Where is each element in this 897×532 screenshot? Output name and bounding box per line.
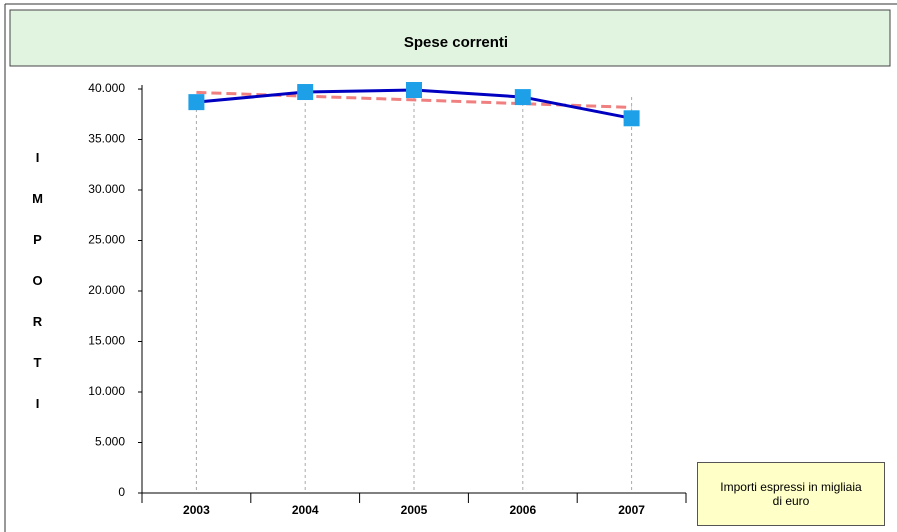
y-tick-label: 20.000 (88, 283, 125, 297)
x-tick-label: 2004 (292, 503, 319, 517)
y-tick-label: 35.000 (88, 132, 125, 146)
marker (514, 89, 531, 106)
chart-title: Spese correnti (404, 34, 508, 51)
y-tick-label: 15.000 (88, 334, 125, 348)
y-tick-label: 5.000 (95, 435, 125, 449)
y-tick-label: 25.000 (88, 233, 125, 247)
x-tick-label: 2007 (618, 503, 645, 517)
y-axis-label: IMPORTI (30, 150, 45, 437)
y-tick-label: 0 (118, 485, 125, 499)
marker (188, 94, 205, 111)
marker (297, 84, 314, 101)
note: Importi espressi in migliaia di euro (697, 462, 885, 526)
y-tick-label: 30.000 (88, 182, 125, 196)
marker (623, 110, 640, 127)
y-tick-label: 40.000 (88, 81, 125, 95)
y-tick-label: 10.000 (88, 384, 125, 398)
x-tick-label: 2003 (183, 503, 210, 517)
x-tick-label: 2005 (401, 503, 428, 517)
x-tick-label: 2006 (509, 503, 536, 517)
marker (406, 82, 422, 99)
title-box (9, 9, 891, 67)
